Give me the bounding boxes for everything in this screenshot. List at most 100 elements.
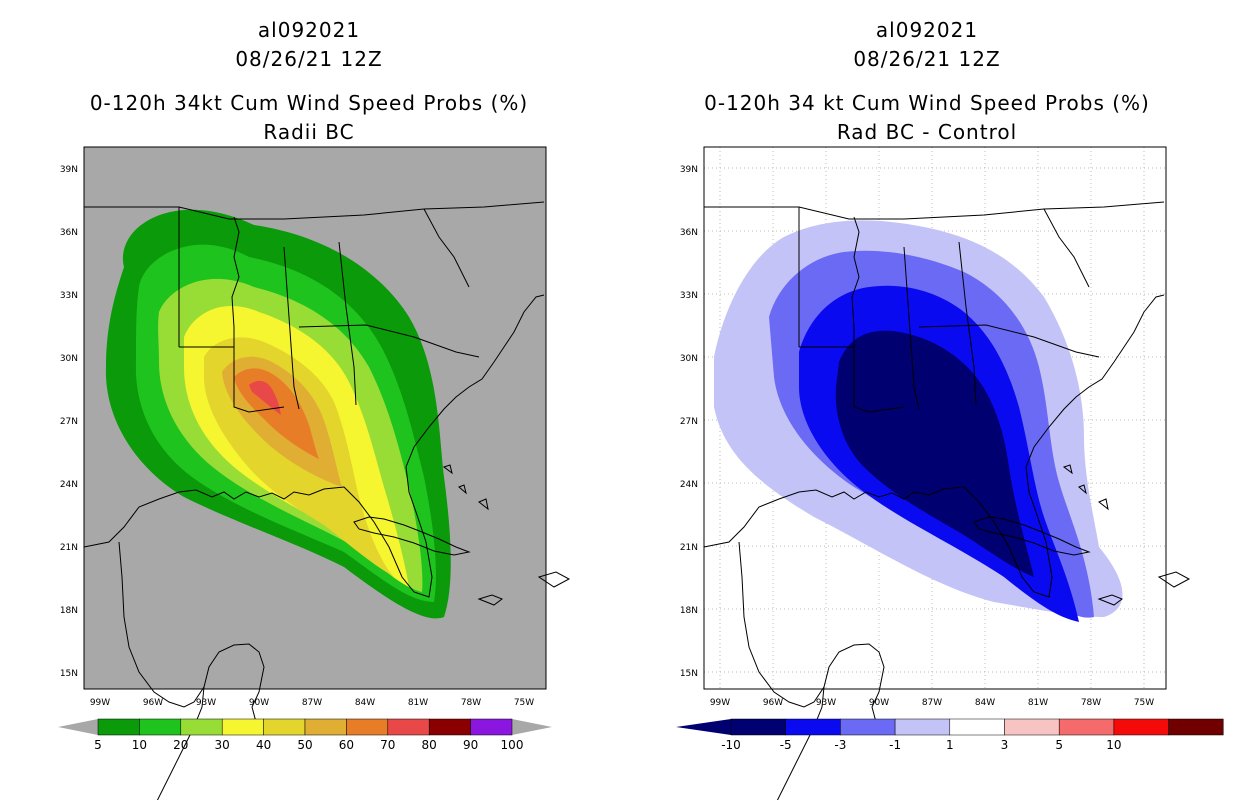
colorbar-label: 100 [501, 738, 524, 752]
lon-label: 93W [196, 698, 216, 708]
colorbar-label: -10 [721, 738, 741, 752]
lon-label: 75W [1134, 698, 1154, 708]
colorbar-box [949, 718, 1005, 736]
lat-label: 39N [680, 165, 698, 175]
lon-label: 78W [1081, 698, 1101, 708]
right-lat-labels: 39N 36N 33N 30N 27N 24N 21N 18N 15N [680, 165, 698, 679]
right-map-canvas: 39N 36N 33N 30N 27N 24N 21N 18N 15N 99W … [676, 146, 1224, 800]
lon-label: 99W [710, 698, 730, 708]
lat-label: 21N [680, 543, 698, 553]
lon-label: 84W [355, 698, 375, 708]
left-colorbar: 5 10 20 30 40 50 60 70 80 90 100 [58, 718, 552, 752]
colorbar-box [180, 718, 223, 736]
lon-label: 87W [302, 698, 322, 708]
left-map-frame [83, 146, 570, 800]
lat-label: 24N [680, 480, 698, 490]
lon-label: 81W [1028, 698, 1048, 708]
colorbar-box [1004, 718, 1060, 736]
colorbar-box [304, 718, 347, 736]
lat-label: 33N [680, 291, 698, 301]
lat-label: 18N [60, 606, 78, 616]
colorbar-label: -3 [834, 738, 846, 752]
lon-label: 90W [249, 698, 269, 708]
left-title-product: 0-120h 34kt Cum Wind Speed Probs (%) [89, 91, 529, 115]
colorbar-label: 30 [215, 738, 230, 752]
lat-label: 30N [680, 354, 698, 364]
lat-label: 27N [60, 417, 78, 427]
colorbar-box [387, 718, 430, 736]
colorbar-label: 80 [422, 738, 437, 752]
colorbar-box [470, 718, 513, 736]
colorbar-box [730, 718, 786, 736]
colorbar-label: 5 [1055, 738, 1063, 752]
colorbar-label: 5 [94, 738, 102, 752]
colorbar-box [428, 718, 471, 736]
left-title-variant: Radii BC [263, 120, 355, 144]
colorbar-label: -1 [889, 738, 901, 752]
right-title-variant: Rad BC - Control [836, 120, 1018, 144]
colorbar-box [785, 718, 841, 736]
lon-label: 93W [816, 698, 836, 708]
lat-label: 27N [680, 417, 698, 427]
colorbar-label: 90 [463, 738, 478, 752]
right-difference-field [714, 220, 1123, 622]
lat-label: 39N [60, 165, 78, 175]
colorbar-label: -5 [780, 738, 792, 752]
colorbar-box [346, 718, 389, 736]
left-title-time: 08/26/21 12Z [235, 47, 383, 71]
colorbar-under-arrow [676, 719, 731, 735]
left-panel: al092021 08/26/21 12Z 0-120h 34kt Cum Wi… [58, 18, 570, 800]
diff-band-max [835, 330, 1034, 577]
colorbar-label: 1 [946, 738, 954, 752]
right-title-product: 0-120h 34 kt Cum Wind Speed Probs (%) [704, 91, 1150, 115]
colorbar-label: 70 [380, 738, 395, 752]
lon-label: 84W [975, 698, 995, 708]
lon-label: 75W [514, 698, 534, 708]
lat-label: 21N [60, 543, 78, 553]
colorbar-box [97, 718, 140, 736]
colorbar-label: 10 [1106, 738, 1121, 752]
lat-label: 18N [680, 606, 698, 616]
lon-label: 90W [869, 698, 889, 708]
lon-label: 96W [143, 698, 163, 708]
lat-label: 15N [60, 669, 78, 679]
lat-label: 15N [680, 669, 698, 679]
prob-band-70 [249, 380, 281, 415]
colorbar-box [1058, 718, 1115, 736]
left-lat-labels: 39N 36N 33N 30N 27N 24N 21N 18N 15N [60, 165, 78, 679]
colorbar-label: 20 [173, 738, 188, 752]
colorbar-label: 3 [1001, 738, 1009, 752]
colorbar-label: 50 [297, 738, 312, 752]
left-map-border [83, 146, 547, 690]
lon-label: 96W [763, 698, 783, 708]
right-lon-labels: 99W 96W 93W 90W 87W 84W 81W 78W 75W [710, 698, 1154, 708]
lon-label: 81W [408, 698, 428, 708]
colorbar-box [894, 718, 951, 736]
colorbar-box [1113, 718, 1169, 736]
lat-label: 36N [680, 228, 698, 238]
colorbar-over-arrow [512, 719, 552, 735]
colorbar-label: 60 [339, 738, 354, 752]
colorbar-label: 40 [256, 738, 271, 752]
right-map-border [703, 146, 1167, 690]
lon-label: 99W [90, 698, 110, 708]
colorbar-box [221, 718, 264, 736]
lon-label: 87W [922, 698, 942, 708]
lat-label: 33N [60, 291, 78, 301]
left-title-storm: al092021 [257, 18, 361, 42]
colorbar-box [263, 718, 306, 736]
right-map-frame [703, 146, 1190, 800]
right-panel: al092021 08/26/21 12Z 0-120h 34 kt Cum W… [618, 0, 1236, 800]
lat-label: 36N [60, 228, 78, 238]
lat-label: 24N [60, 480, 78, 490]
right-title-storm: al092021 [875, 18, 979, 42]
left-probability-field [105, 209, 451, 619]
lon-label: 78W [461, 698, 481, 708]
colorbar-box [840, 718, 896, 736]
left-lon-labels: 99W 96W 93W 90W 87W 84W 81W 78W 75W [90, 698, 534, 708]
right-title-time: 08/26/21 12Z [853, 47, 1001, 71]
colorbar-box [1168, 718, 1224, 736]
right-colorbar: -10 -5 -3 -1 1 3 5 10 [676, 718, 1224, 752]
lat-label: 30N [60, 354, 78, 364]
colorbar-box [139, 718, 182, 736]
